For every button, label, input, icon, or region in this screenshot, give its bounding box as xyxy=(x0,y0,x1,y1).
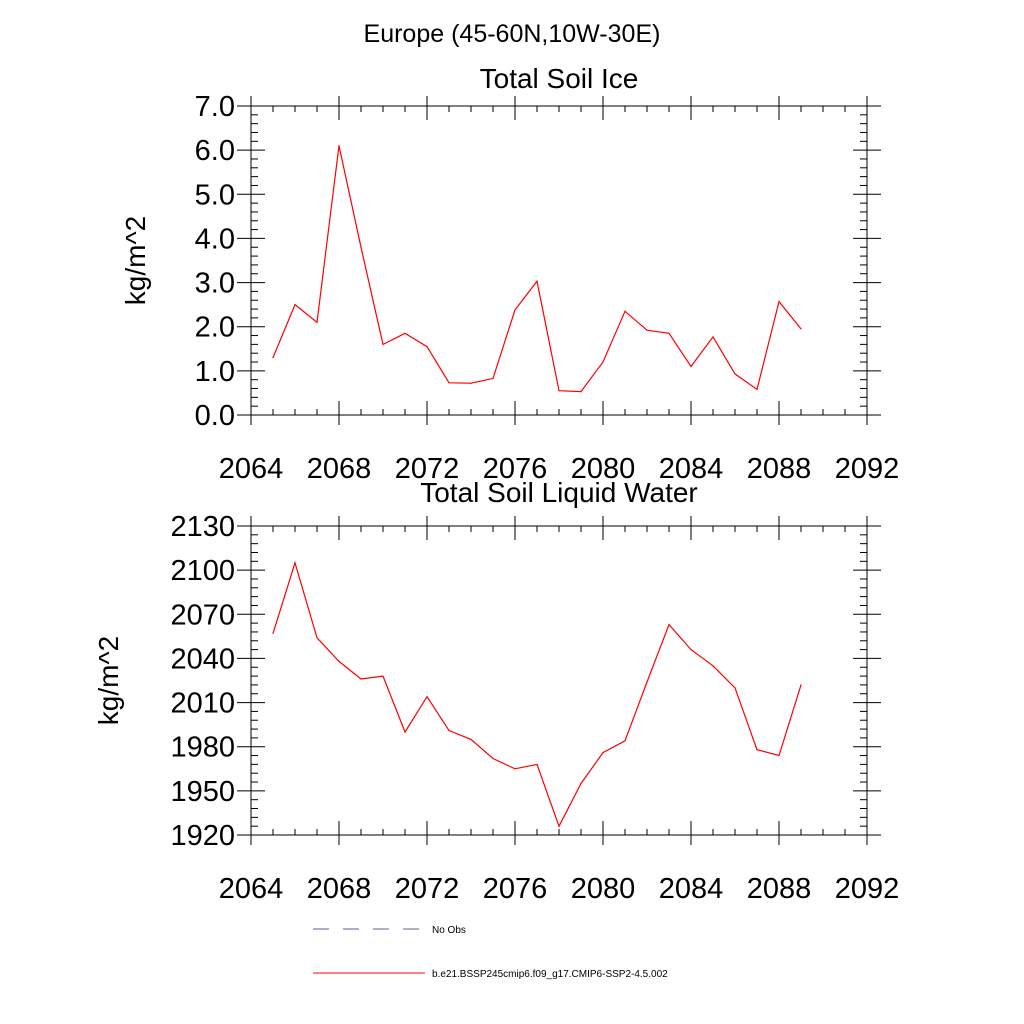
data-point xyxy=(558,825,560,827)
data-point xyxy=(668,623,670,626)
data-point xyxy=(316,321,318,323)
data-point xyxy=(800,328,802,330)
x-tick-label: 2084 xyxy=(659,873,724,905)
y-tick-label: 1950 xyxy=(170,776,235,808)
y-tick-label: 2.0 xyxy=(195,312,235,344)
x-tick-label: 2068 xyxy=(307,873,372,905)
y-tick-label: 6.0 xyxy=(195,135,235,167)
chart-panel-1: Total Soil Ice kg/m^2 2064 2068 2072 2076 2080… xyxy=(120,63,899,485)
data-point xyxy=(316,637,318,639)
data-point xyxy=(272,632,274,635)
x-tick-label: 2088 xyxy=(747,453,812,485)
chart-panel-2: Total Soil Liquid Water kg/m^2 2064 2068 207… xyxy=(93,477,899,905)
data-point xyxy=(712,336,714,338)
x-tick-label: 2076 xyxy=(483,873,548,905)
y-tick-label: 0.0 xyxy=(195,400,235,432)
chart-panels: Total Soil Ice kg/m^2 2064 2068 2072 2076 2080… xyxy=(93,63,899,905)
y-tick-label: 2040 xyxy=(170,643,235,675)
data-point xyxy=(558,390,560,392)
x-tick-label: 2092 xyxy=(835,453,900,485)
data-point xyxy=(734,687,736,689)
y-axis-label: kg/m^2 xyxy=(120,216,151,305)
data-point xyxy=(360,678,362,680)
legend: No Obs b.e21.BSSP245cmip6.f09_g17.CMIP6-S… xyxy=(313,925,668,980)
data-point xyxy=(294,304,296,306)
chart-title: Total Soil Ice xyxy=(480,63,639,94)
legend-label-1: No Obs xyxy=(432,925,466,936)
data-point xyxy=(800,684,802,686)
y-tick-label: 2070 xyxy=(170,599,235,631)
data-point xyxy=(294,562,296,564)
y-tick-label: 1920 xyxy=(170,820,235,852)
data-point xyxy=(382,675,384,677)
data-point xyxy=(492,377,494,379)
y-axis-label: kg/m^2 xyxy=(93,636,124,725)
data-point xyxy=(492,757,494,760)
y-tick-label: 3.0 xyxy=(195,268,235,300)
x-tick-label: 2080 xyxy=(571,453,636,485)
data-point xyxy=(668,332,670,334)
data-point xyxy=(624,310,626,312)
x-tick-label: 2088 xyxy=(747,873,812,905)
data-point xyxy=(426,696,428,698)
data-point xyxy=(756,388,758,390)
data-point xyxy=(580,782,582,785)
data-point xyxy=(404,332,406,334)
data-point xyxy=(690,649,692,651)
x-tick-label: 2080 xyxy=(571,873,636,905)
y-tick-label: 2100 xyxy=(170,555,235,587)
x-tick-label: 2072 xyxy=(395,873,460,905)
chart-title: Total Soil Liquid Water xyxy=(420,477,698,508)
data-point xyxy=(470,382,472,384)
data-point xyxy=(624,740,626,742)
data-point xyxy=(734,373,736,375)
data-point xyxy=(470,738,472,740)
x-tick-label: 2076 xyxy=(483,453,548,485)
data-point xyxy=(602,361,604,363)
data-point xyxy=(360,246,362,248)
y-tick-label: 7.0 xyxy=(195,91,235,123)
data-point xyxy=(580,391,582,393)
data-point xyxy=(712,665,714,667)
data-point xyxy=(382,343,384,345)
x-tick-label: 2092 xyxy=(835,873,900,905)
x-tick-label: 2064 xyxy=(219,453,284,485)
data-point xyxy=(448,729,450,732)
x-tick-label: 2068 xyxy=(307,453,372,485)
x-tick-label: 2064 xyxy=(219,873,284,905)
data-point xyxy=(536,280,538,282)
x-tick-label: 2084 xyxy=(659,453,724,485)
data-point xyxy=(514,768,516,770)
plot-frame xyxy=(250,525,868,836)
y-tick-label: 4.0 xyxy=(195,223,235,255)
data-point xyxy=(426,345,428,348)
data-point xyxy=(602,752,604,754)
data-point xyxy=(338,145,340,147)
series-line-1 xyxy=(272,560,802,828)
series-line-1 xyxy=(272,145,802,393)
data-point xyxy=(690,365,692,368)
x-tick-label: 2072 xyxy=(395,453,460,485)
y-tick-label: 1.0 xyxy=(195,356,235,388)
y-tick-label: 5.0 xyxy=(195,179,235,211)
data-point xyxy=(778,754,780,757)
y-tick-label: 1980 xyxy=(170,732,235,764)
data-point xyxy=(514,309,516,311)
data-point xyxy=(448,382,450,384)
plot-frame xyxy=(250,105,868,416)
data-point xyxy=(778,300,780,303)
data-point xyxy=(536,763,538,765)
data-point xyxy=(272,357,274,359)
y-tick-label: 2130 xyxy=(170,511,235,543)
figure-title: Europe (45-60N,10W-30E) xyxy=(364,20,661,48)
legend-label-2: b.e21.BSSP245cmip6.f09_g17.CMIP6-SSP2-4.… xyxy=(432,969,668,980)
data-point xyxy=(404,731,406,733)
y-tick-label: 2010 xyxy=(170,688,235,720)
data-point xyxy=(646,681,648,683)
data-point xyxy=(756,749,758,751)
data-point xyxy=(338,660,340,662)
data-point xyxy=(646,329,648,331)
